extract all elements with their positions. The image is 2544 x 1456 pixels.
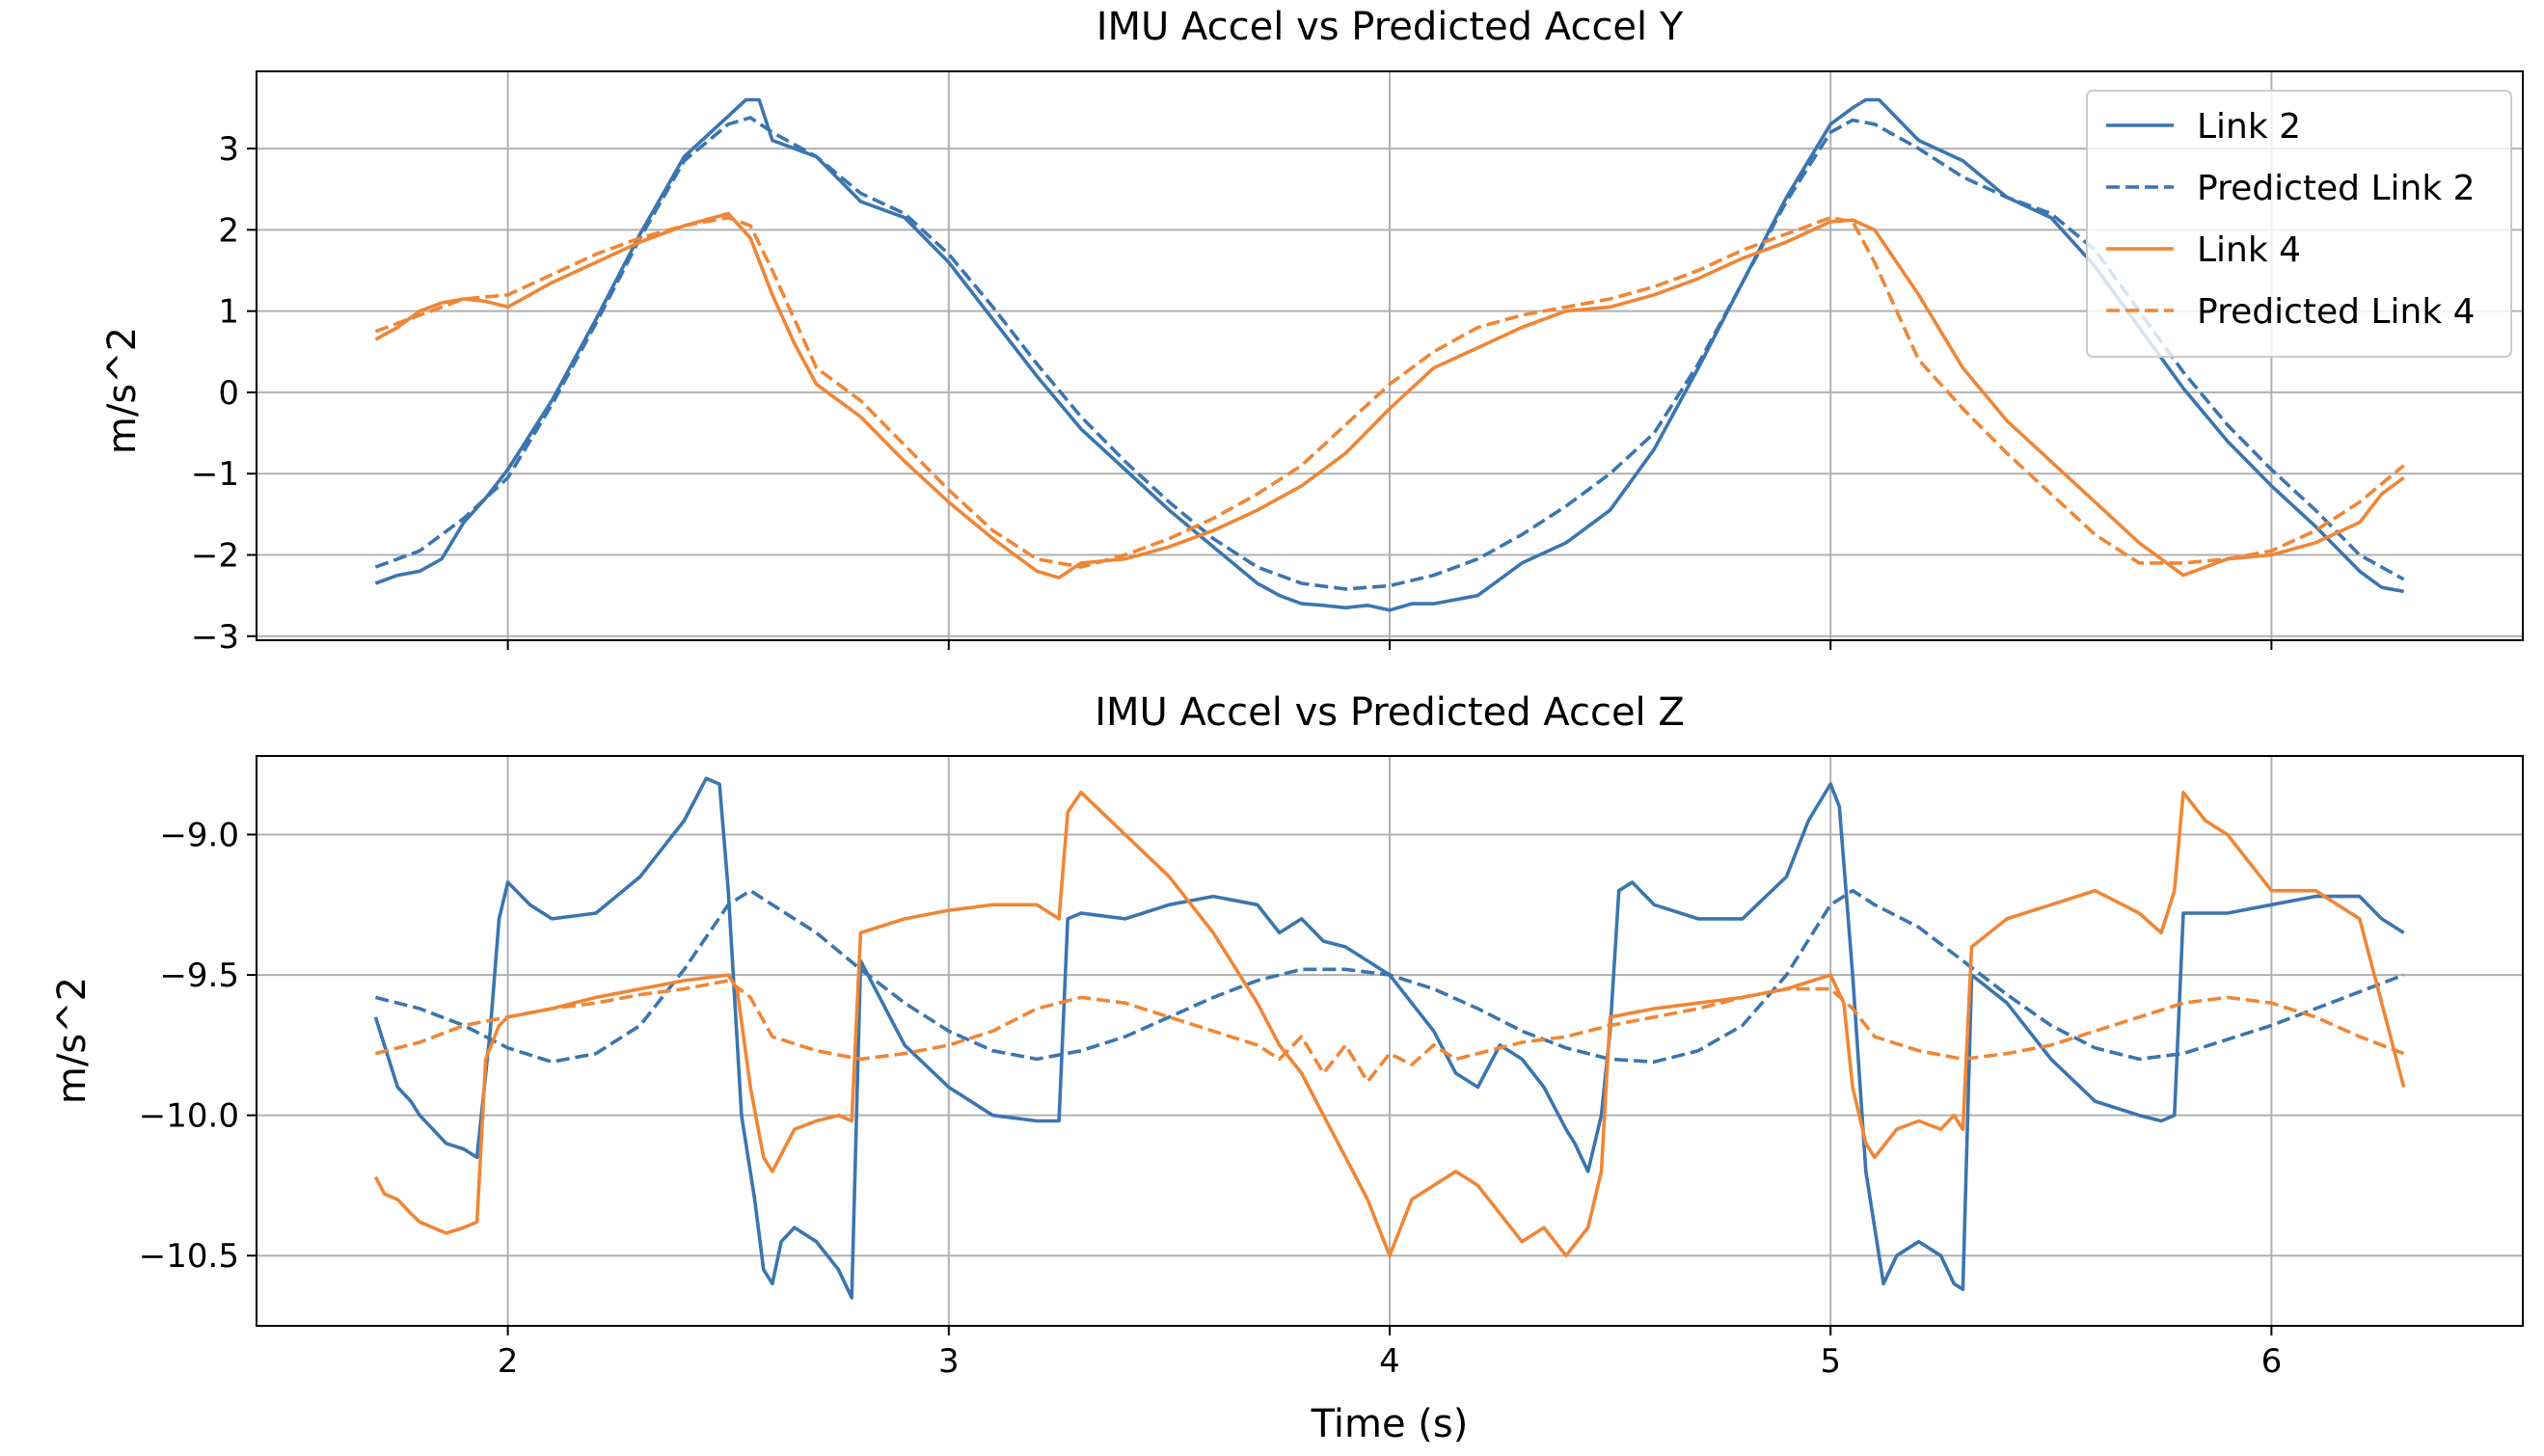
series-line-predicted-link-2 xyxy=(374,116,2405,591)
series-lines xyxy=(374,97,2405,612)
y-tick-label: 0 xyxy=(218,374,239,413)
y-tick-label: −1 xyxy=(191,455,239,494)
legend-label: Link 2 xyxy=(2197,107,2301,147)
y-tick-label: −9.5 xyxy=(159,957,239,995)
y-tick-label: 2 xyxy=(218,211,239,250)
series-line-predicted-link-4 xyxy=(374,215,2405,569)
x-tick-label: 2 xyxy=(498,1342,519,1381)
tick-marks: 2 3 4 5 6 −9.0 −9.5 −10.0 −10.5 xyxy=(139,817,2282,1381)
legend-box xyxy=(2086,90,2512,358)
y-tick-label: −10.5 xyxy=(139,1237,239,1276)
chart-title: IMU Accel vs Predicted Accel Y xyxy=(1096,5,1684,49)
x-tick-label: 5 xyxy=(1820,1342,1841,1381)
y-tick-label: −10.0 xyxy=(139,1097,239,1136)
series-line-link-4 xyxy=(373,790,2406,1257)
y-tick-label: 1 xyxy=(218,293,239,332)
chart-panel-accel-y: IMU Accel vs Predicted Accel Y m/s^2 −3−… xyxy=(100,5,2524,657)
series-line-link-4 xyxy=(374,211,2405,580)
series-line-link-2 xyxy=(374,97,2404,612)
x-tick-label: 3 xyxy=(938,1342,960,1381)
legend-label: Predicted Link 4 xyxy=(2197,292,2476,332)
y-axis-label: m/s^2 xyxy=(50,977,95,1104)
legend: Link 2 Predicted Link 2 Link 4 Predicted Li… xyxy=(2086,90,2512,358)
legend-label: Link 4 xyxy=(2197,230,2301,270)
chart-title: IMU Accel vs Predicted Accel Z xyxy=(1095,690,1685,735)
y-axis-label: m/s^2 xyxy=(100,327,145,454)
legend-label: Predicted Link 2 xyxy=(2197,169,2476,208)
tick-marks: −3 −2 −1 0 1 2 3 xyxy=(191,130,2273,657)
x-tick-label: 6 xyxy=(2261,1342,2283,1381)
y-tick-label: −2 xyxy=(191,537,239,576)
y-tick-label: −9.0 xyxy=(159,817,239,855)
series-lines xyxy=(373,776,2406,1300)
y-tick-label: −3 xyxy=(191,618,239,657)
series-line-predicted-link-2 xyxy=(374,888,2405,1065)
y-tick-label: 3 xyxy=(218,130,239,169)
x-tick-label: 4 xyxy=(1379,1342,1400,1381)
x-axis-label: Time (s) xyxy=(1311,1402,1469,1446)
chart-panel-accel-z: IMU Accel vs Predicted Accel Z m/s^2 2 3 4… xyxy=(50,690,2524,1381)
series-line-link-2 xyxy=(373,776,2405,1300)
series-line-predicted-link-4 xyxy=(374,979,2405,1084)
